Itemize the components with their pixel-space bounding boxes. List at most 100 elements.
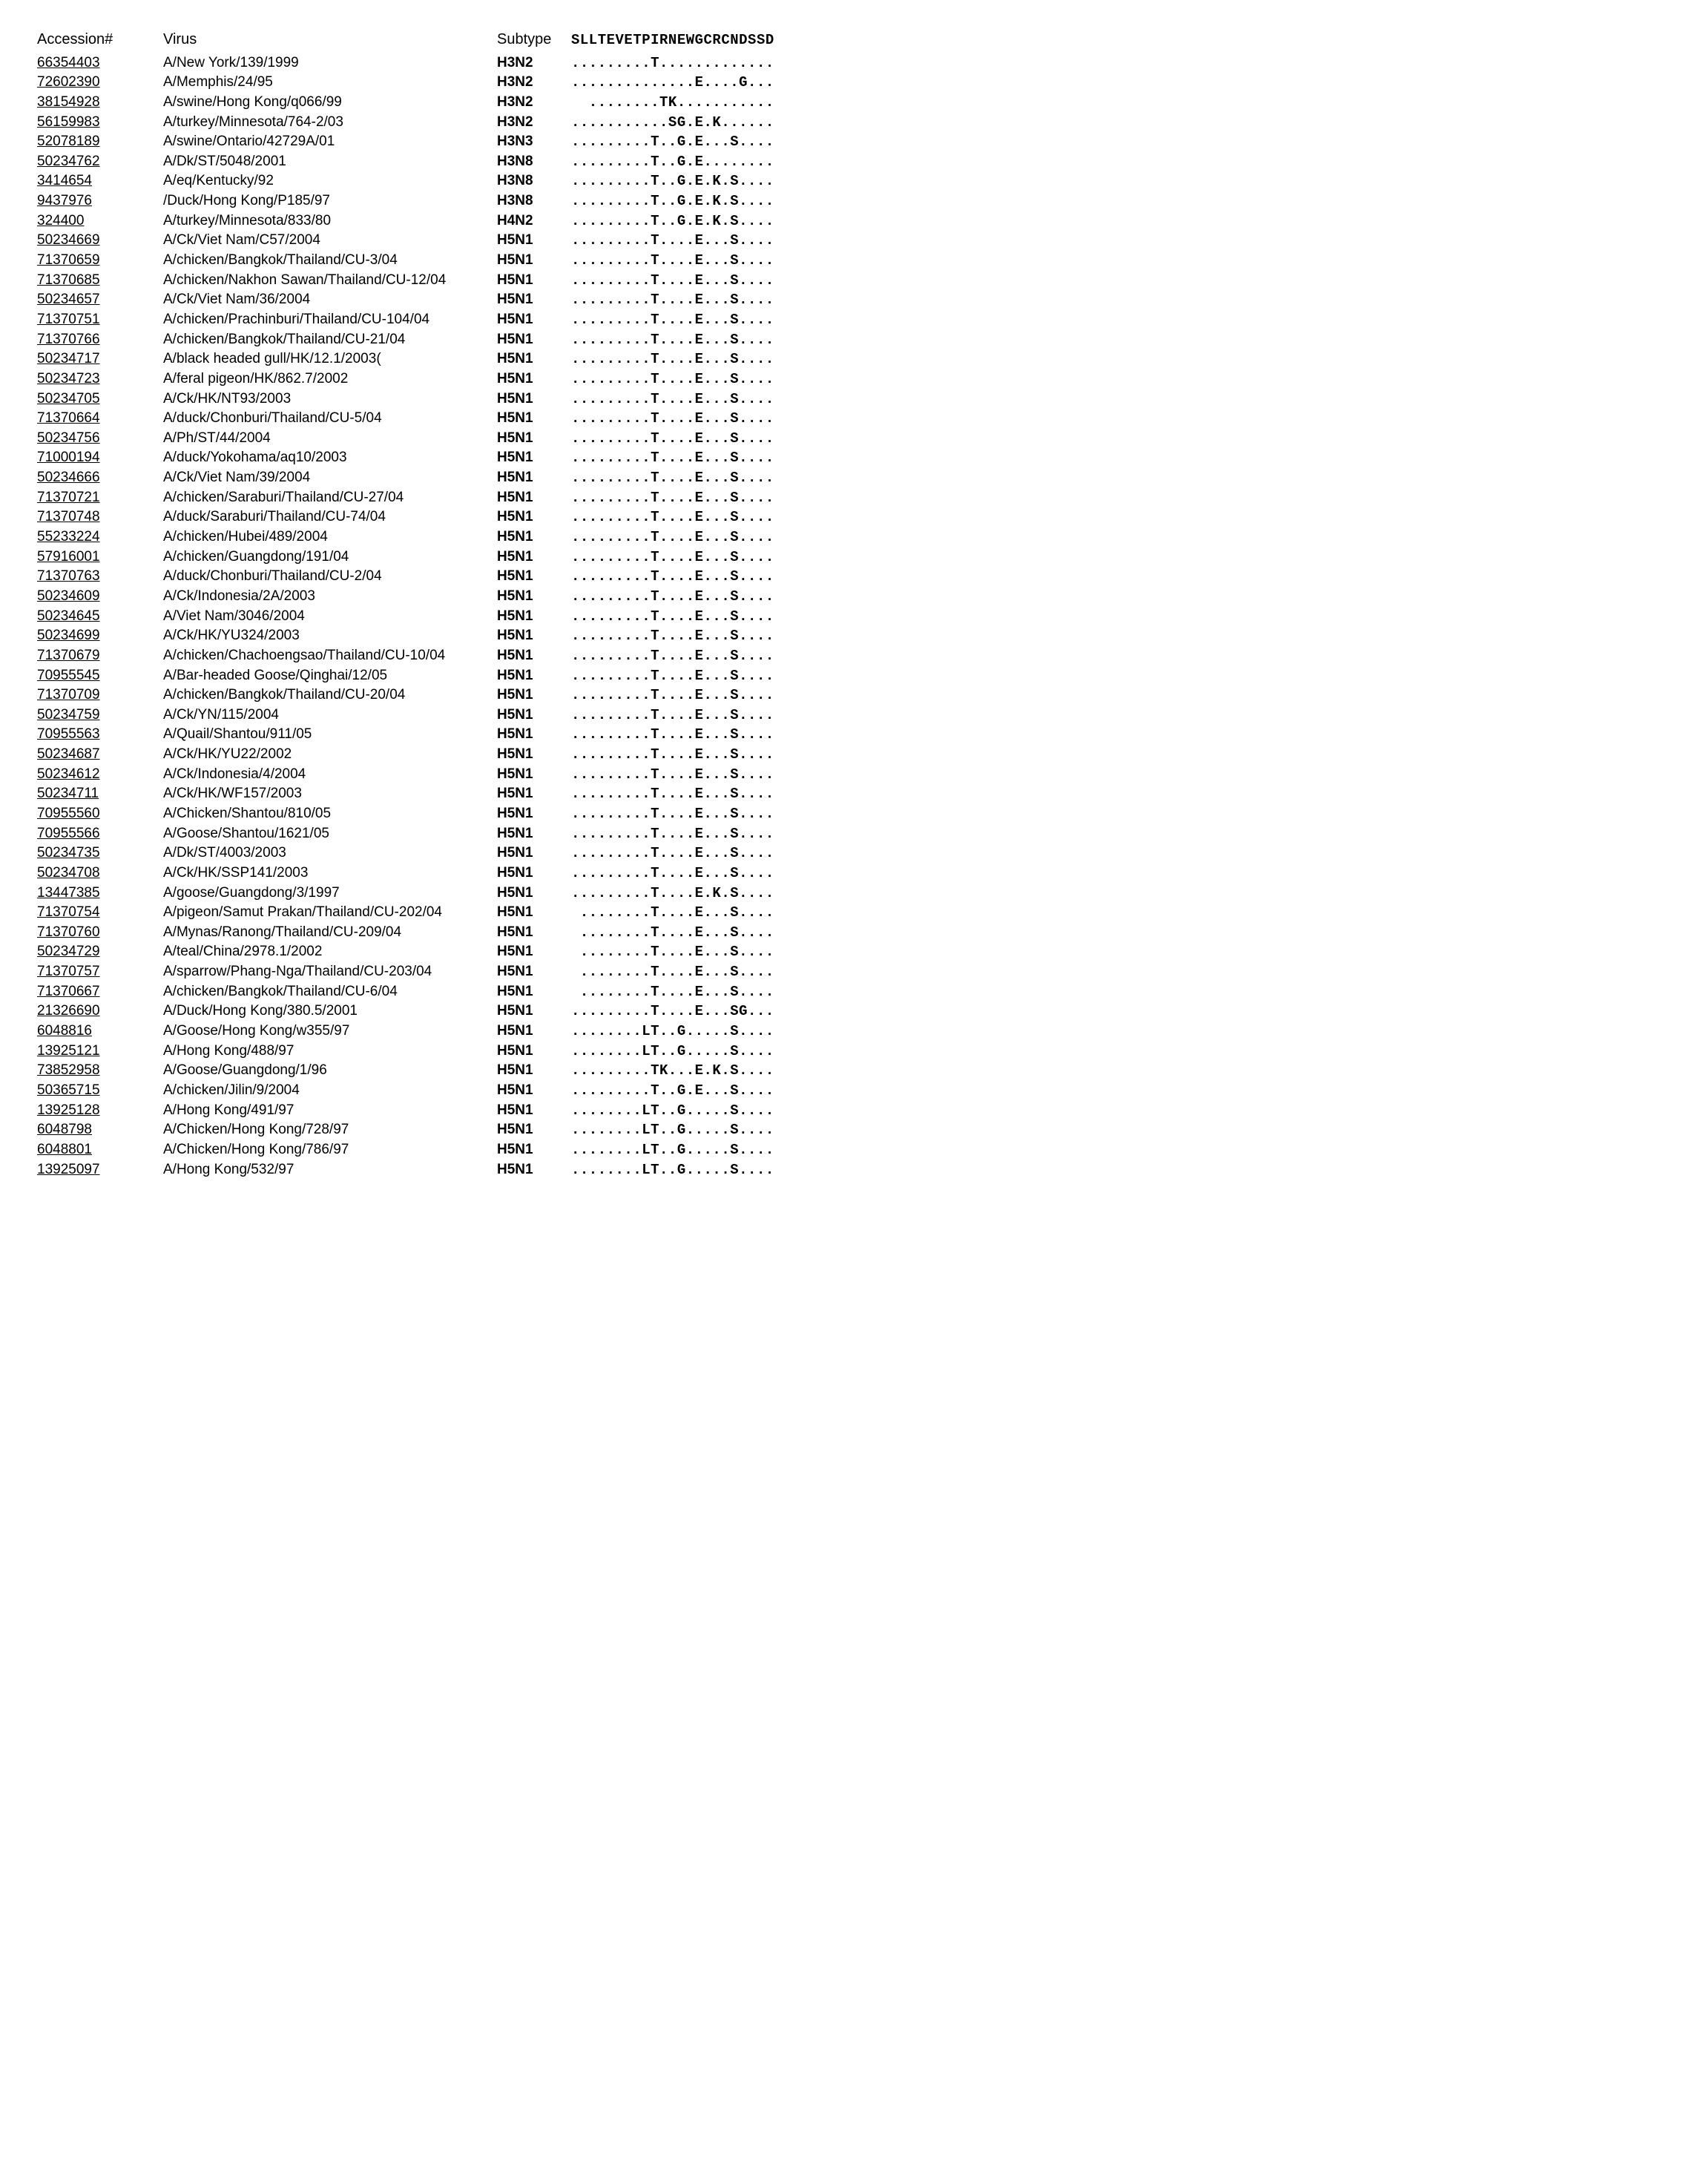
- accession-link[interactable]: 71370679: [37, 648, 100, 663]
- accession-cell[interactable]: 71370667: [37, 982, 163, 1001]
- accession-cell[interactable]: 55233224: [37, 527, 163, 547]
- accession-link[interactable]: 324400: [37, 213, 84, 228]
- accession-link[interactable]: 50234687: [37, 746, 100, 762]
- accession-cell[interactable]: 66354403: [37, 53, 163, 73]
- accession-cell[interactable]: 50365715: [37, 1081, 163, 1100]
- accession-cell[interactable]: 71370748: [37, 507, 163, 527]
- accession-cell[interactable]: 13925097: [37, 1160, 163, 1180]
- accession-link[interactable]: 50234708: [37, 865, 100, 881]
- accession-cell[interactable]: 71000194: [37, 448, 163, 467]
- accession-cell[interactable]: 50234717: [37, 349, 163, 369]
- accession-link[interactable]: 71370659: [37, 252, 100, 268]
- accession-cell[interactable]: 71370685: [37, 271, 163, 290]
- accession-link[interactable]: 6048798: [37, 1122, 92, 1137]
- accession-link[interactable]: 50234609: [37, 588, 100, 604]
- accession-link[interactable]: 71000194: [37, 450, 100, 465]
- accession-link[interactable]: 70955563: [37, 726, 100, 742]
- accession-cell[interactable]: 50234687: [37, 745, 163, 764]
- accession-link[interactable]: 71370754: [37, 904, 100, 920]
- accession-link[interactable]: 13447385: [37, 885, 100, 901]
- accession-link[interactable]: 71370763: [37, 568, 100, 584]
- accession-cell[interactable]: 38154928: [37, 93, 163, 112]
- accession-cell[interactable]: 70955560: [37, 804, 163, 823]
- accession-link[interactable]: 9437976: [37, 193, 92, 208]
- accession-link[interactable]: 55233224: [37, 529, 100, 545]
- accession-link[interactable]: 57916001: [37, 549, 100, 565]
- accession-cell[interactable]: 70955545: [37, 666, 163, 685]
- accession-cell[interactable]: 71370659: [37, 251, 163, 270]
- accession-cell[interactable]: 50234759: [37, 705, 163, 725]
- accession-cell[interactable]: 71370766: [37, 330, 163, 349]
- accession-link[interactable]: 50234705: [37, 391, 100, 407]
- accession-cell[interactable]: 50234666: [37, 468, 163, 487]
- accession-link[interactable]: 71370721: [37, 490, 100, 505]
- accession-link[interactable]: 71370748: [37, 509, 100, 524]
- accession-cell[interactable]: 50234723: [37, 369, 163, 389]
- accession-link[interactable]: 38154928: [37, 94, 100, 110]
- accession-cell[interactable]: 70955566: [37, 824, 163, 843]
- accession-cell[interactable]: 56159983: [37, 113, 163, 132]
- accession-cell[interactable]: 9437976: [37, 191, 163, 211]
- accession-link[interactable]: 21326690: [37, 1003, 100, 1019]
- accession-cell[interactable]: 3414654: [37, 171, 163, 191]
- accession-link[interactable]: 50234735: [37, 845, 100, 861]
- accession-link[interactable]: 73852958: [37, 1062, 100, 1078]
- accession-cell[interactable]: 13925121: [37, 1042, 163, 1061]
- accession-cell[interactable]: 50234705: [37, 389, 163, 409]
- accession-cell[interactable]: 71370664: [37, 409, 163, 428]
- accession-cell[interactable]: 50234762: [37, 152, 163, 171]
- accession-cell[interactable]: 50234699: [37, 626, 163, 645]
- accession-cell[interactable]: 6048798: [37, 1120, 163, 1139]
- accession-cell[interactable]: 71370763: [37, 567, 163, 586]
- accession-link[interactable]: 50234759: [37, 707, 100, 723]
- accession-link[interactable]: 71370664: [37, 410, 100, 426]
- accession-cell[interactable]: 324400: [37, 211, 163, 231]
- accession-cell[interactable]: 71370721: [37, 488, 163, 507]
- accession-cell[interactable]: 50234711: [37, 784, 163, 803]
- accession-link[interactable]: 70955560: [37, 806, 100, 821]
- accession-link[interactable]: 50234612: [37, 766, 100, 782]
- accession-cell[interactable]: 71370751: [37, 310, 163, 329]
- accession-cell[interactable]: 6048816: [37, 1022, 163, 1041]
- accession-cell[interactable]: 50234756: [37, 429, 163, 448]
- accession-link[interactable]: 50234711: [37, 786, 99, 801]
- accession-link[interactable]: 70955545: [37, 668, 100, 683]
- accession-cell[interactable]: 50234657: [37, 290, 163, 309]
- accession-cell[interactable]: 50234708: [37, 864, 163, 883]
- accession-cell[interactable]: 50234669: [37, 231, 163, 250]
- accession-link[interactable]: 70955566: [37, 826, 100, 841]
- accession-link[interactable]: 50234699: [37, 628, 100, 643]
- accession-link[interactable]: 72602390: [37, 74, 100, 90]
- accession-cell[interactable]: 71370679: [37, 646, 163, 665]
- accession-link[interactable]: 71370667: [37, 984, 100, 999]
- accession-link[interactable]: 50234657: [37, 292, 100, 307]
- accession-link[interactable]: 71370766: [37, 332, 100, 347]
- accession-cell[interactable]: 52078189: [37, 132, 163, 151]
- accession-link[interactable]: 13925128: [37, 1102, 100, 1118]
- accession-cell[interactable]: 6048801: [37, 1140, 163, 1160]
- accession-link[interactable]: 50234717: [37, 351, 100, 366]
- accession-link[interactable]: 50234729: [37, 944, 100, 959]
- accession-cell[interactable]: 71370709: [37, 685, 163, 705]
- accession-link[interactable]: 71370709: [37, 687, 100, 703]
- accession-cell[interactable]: 72602390: [37, 73, 163, 92]
- accession-cell[interactable]: 50234735: [37, 843, 163, 863]
- accession-link[interactable]: 3414654: [37, 173, 92, 188]
- accession-cell[interactable]: 21326690: [37, 1001, 163, 1021]
- accession-cell[interactable]: 73852958: [37, 1061, 163, 1080]
- accession-link[interactable]: 6048816: [37, 1023, 92, 1039]
- accession-link[interactable]: 13925121: [37, 1043, 100, 1059]
- accession-cell[interactable]: 71370757: [37, 962, 163, 981]
- accession-link[interactable]: 50234645: [37, 608, 100, 624]
- accession-link[interactable]: 50234723: [37, 371, 100, 387]
- accession-cell[interactable]: 50234612: [37, 765, 163, 784]
- accession-link[interactable]: 50234669: [37, 232, 100, 248]
- accession-link[interactable]: 50234762: [37, 154, 100, 169]
- accession-cell[interactable]: 71370754: [37, 903, 163, 922]
- accession-link[interactable]: 66354403: [37, 55, 100, 70]
- accession-cell[interactable]: 50234645: [37, 607, 163, 626]
- accession-link[interactable]: 52078189: [37, 134, 100, 149]
- accession-link[interactable]: 71370760: [37, 924, 100, 940]
- accession-link[interactable]: 71370757: [37, 964, 100, 979]
- accession-cell[interactable]: 50234609: [37, 587, 163, 606]
